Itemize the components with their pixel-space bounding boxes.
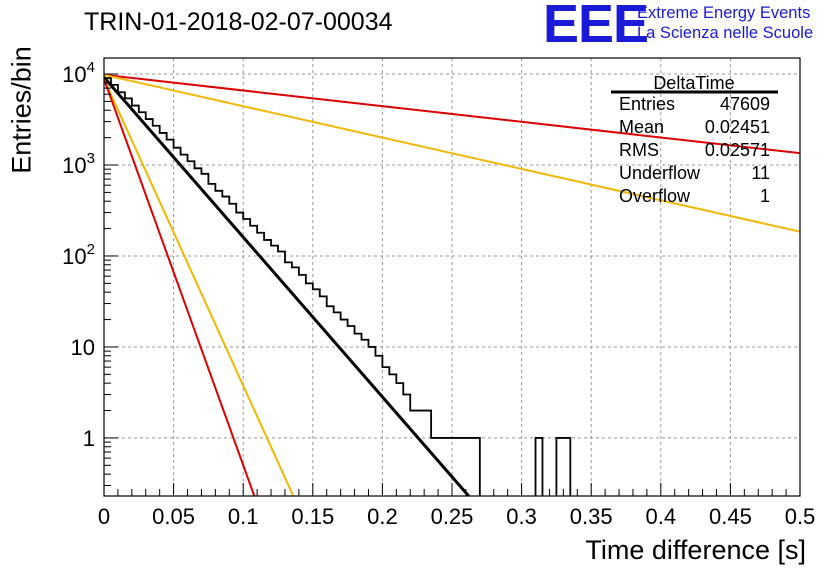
x-tick-label: 0.15 [291,504,334,529]
eee-logo-mark: EEE [543,0,649,54]
stats-label-underflow: Underflow [619,163,701,183]
y-axis-label: Entries/bin [6,46,37,174]
x-tick-label: 0.4 [646,504,677,529]
y-tick-label: 1 [83,426,95,451]
grid-lines [104,58,800,496]
y-tick-label: 102 [62,241,95,269]
eee-logo-line2: La Scienza nelle Scuole [637,24,814,42]
eee-logo-line1: Extreme Energy Events [637,4,811,22]
x-tick-label: 0.5 [785,504,816,529]
stats-value-overflow: 1 [760,186,770,206]
stats-label-entries: Entries [619,94,675,114]
stats-label-rms: RMS [619,140,659,160]
fit-curve [104,78,295,496]
x-axis: 0 0.05 0.1 0.15 0.2 0.25 0.3 0.35 0.4 0.45 0.5 [98,483,815,529]
x-tick-label: 0.2 [367,504,398,529]
y-axis: 1 10 102 103 104 [62,59,118,487]
stats-value-underflow: 11 [751,163,770,183]
stats-value-entries: 47609 [720,94,770,114]
chart-title: TRIN-01-2018-02-07-00034 [84,8,393,36]
x-tick-label: 0.3 [506,504,537,529]
x-axis-label: Time difference [s] [585,535,806,565]
fit-curve [104,76,470,496]
x-tick-label: 0.05 [152,504,195,529]
fit-curve [104,73,800,155]
stats-value-rms: 0.02571 [705,140,770,160]
x-tick-label: 0.25 [431,504,474,529]
stats-label-mean: Mean [619,117,664,137]
y-tick-label: 104 [62,59,95,87]
fit-curve [104,73,800,233]
histogram [104,77,572,496]
stats-box-title: DeltaTime [653,73,734,93]
stats-label-overflow: Overflow [619,186,691,206]
x-tick-label: 0.45 [709,504,752,529]
stats-value-mean: 0.02451 [705,117,770,137]
stats-box: DeltaTime Entries 47609 Mean 0.02451 RMS… [611,73,778,206]
x-tick-label: 0 [98,504,110,529]
y-tick-label: 10 [71,335,95,360]
fit-curve [104,78,256,496]
fit-curves [104,73,800,496]
histogram-steps [104,77,572,496]
y-tick-label: 103 [62,150,95,178]
x-tick-label: 0.35 [570,504,613,529]
x-tick-label: 0.1 [228,504,259,529]
